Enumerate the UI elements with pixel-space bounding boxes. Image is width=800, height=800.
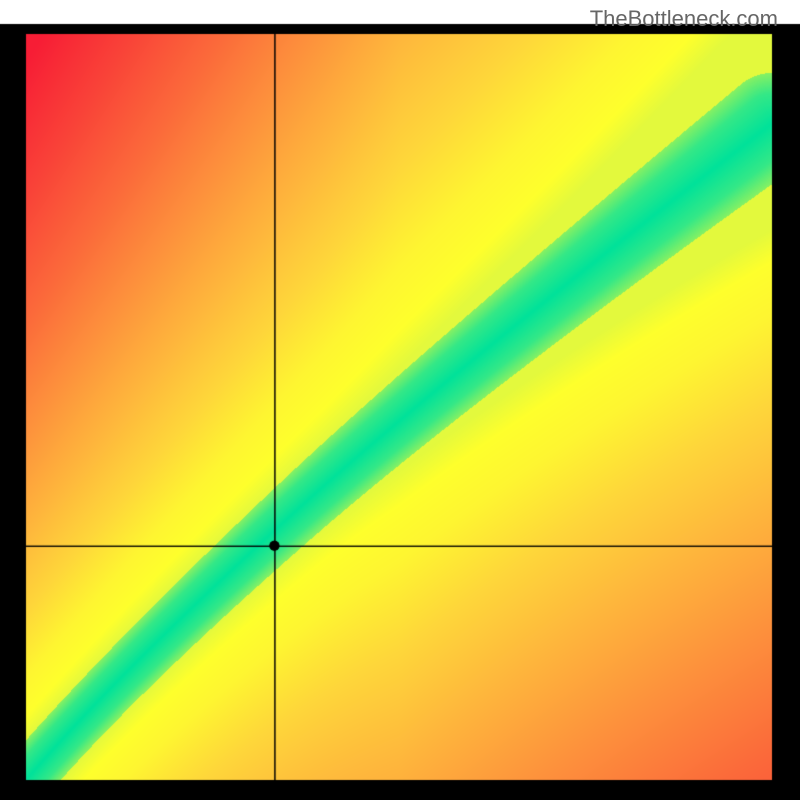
heatmap-canvas (0, 0, 800, 800)
watermark-text: TheBottleneck.com (590, 6, 778, 32)
chart-container: TheBottleneck.com (0, 0, 800, 800)
